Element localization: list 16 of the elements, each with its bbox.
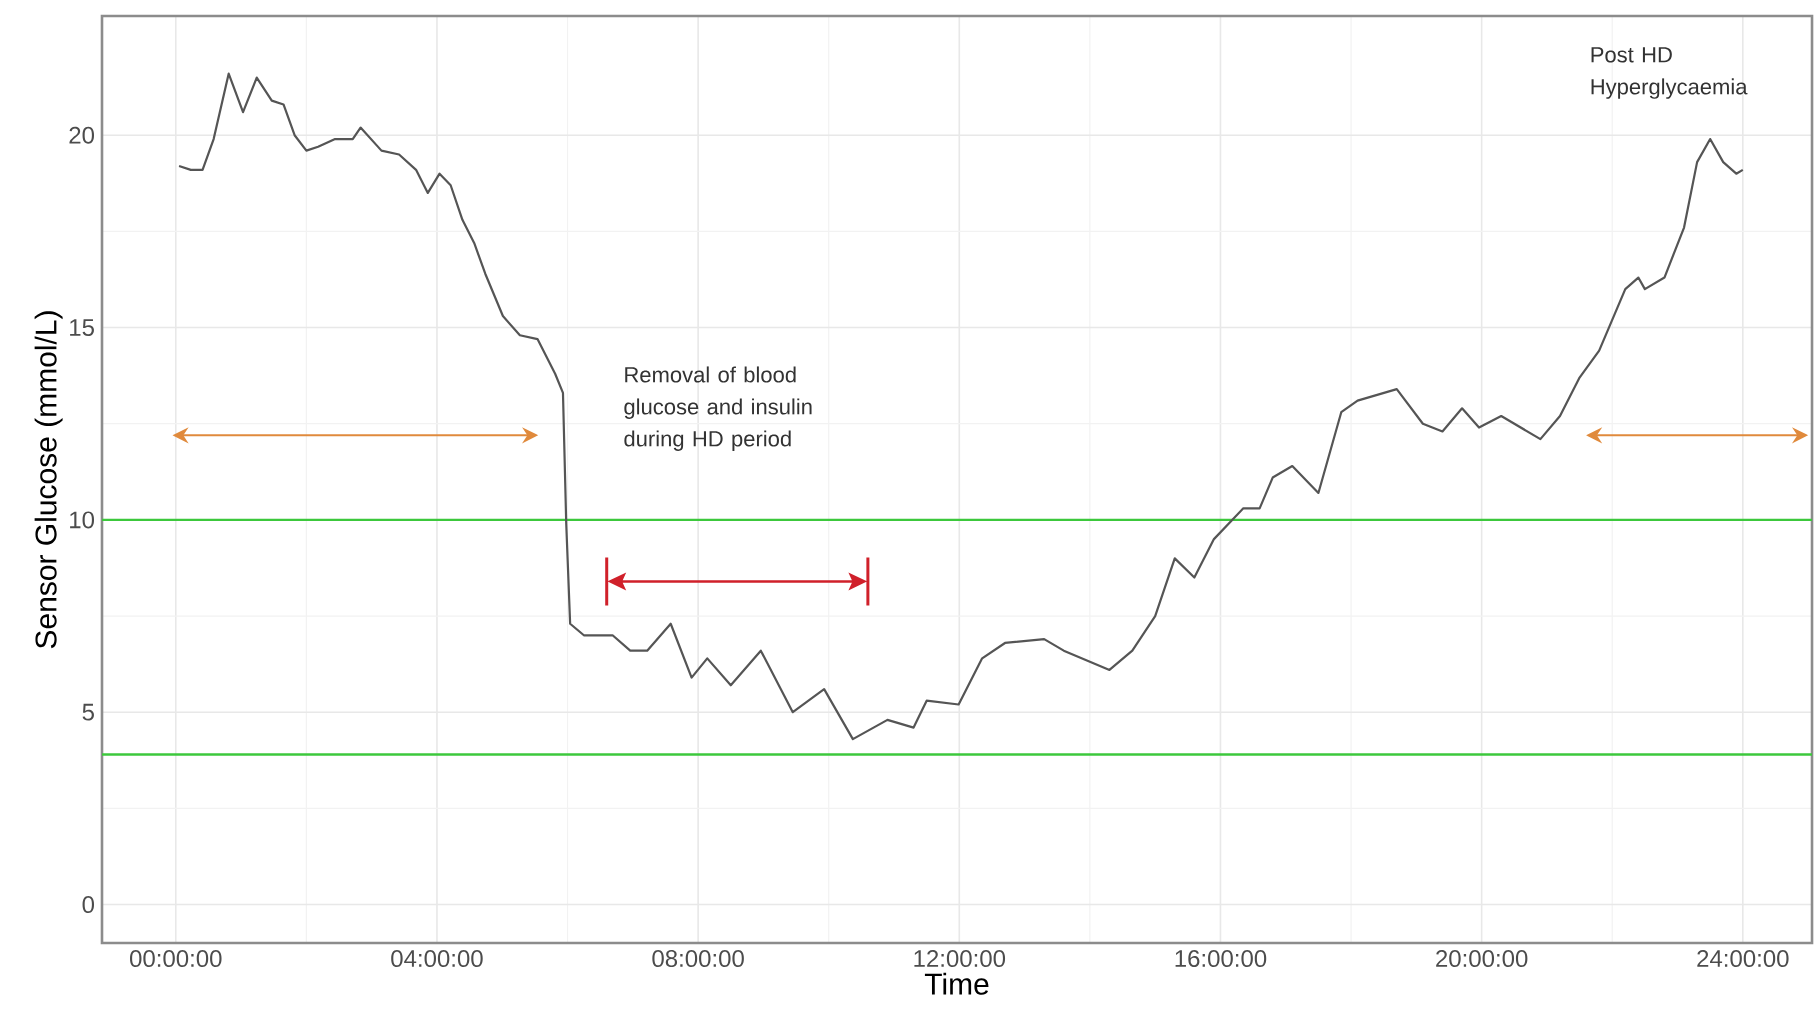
annotation: Post HD Hyperglycaemia (1591, 47, 1748, 99)
x-tick-label: 24:00:00 (1697, 950, 1789, 968)
annotation: Removal of blood glucose and insulin during HD period (624, 366, 812, 451)
x-tick-label: 16:00:00 (1175, 950, 1267, 968)
y-axis-title: Sensor Glucose (mmol/L) (34, 311, 63, 649)
x-tick-label: 12:00:00 (914, 950, 1006, 968)
x-tick-label: 20:00:00 (1436, 950, 1528, 968)
x-tick-label: 08:00:00 (652, 950, 744, 968)
y-tick-label: 0 (82, 896, 95, 914)
y-tick-label: 5 (82, 703, 94, 721)
x-axis-title: Time (924, 972, 989, 995)
y-tick-label: 20 (69, 126, 95, 144)
x-tick-label: 00:00:00 (130, 950, 222, 968)
x-tick-label: 04:00:00 (391, 950, 483, 968)
y-tick-label: 10 (70, 511, 95, 529)
y-tick-label: 15 (70, 319, 94, 336)
